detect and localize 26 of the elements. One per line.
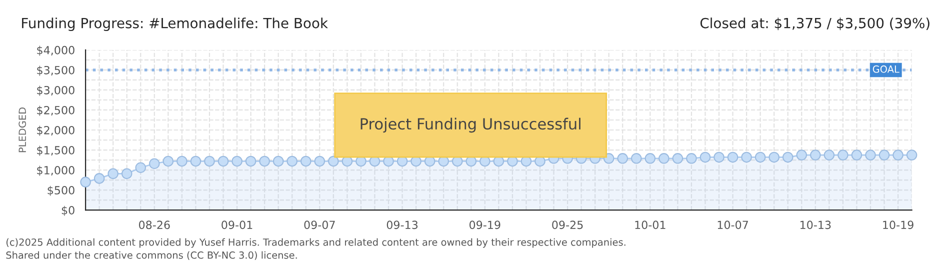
y-tick-label: $2,000: [37, 126, 74, 136]
x-tick-label: 09-01: [222, 220, 252, 230]
y-tick-label: $0: [62, 206, 74, 216]
x-tick-label: 08-26: [138, 220, 170, 230]
x-tick-label: 10-13: [800, 220, 831, 230]
chart-subtitle: Closed at: $1,375 / $3,500 (39%): [700, 18, 930, 30]
ref-line-label: GOAL: [872, 65, 900, 73]
x-tick-label: 09-07: [304, 220, 335, 230]
y-tick-label: $2,500: [37, 106, 74, 116]
y-tick-label: $3,500: [37, 66, 74, 76]
y-tick-label: $1,000: [37, 166, 74, 176]
annotation: Project Funding Unsuccessful: [360, 118, 580, 133]
x-tick-label: 10-01: [635, 220, 666, 230]
y-tick-label: $1,500: [37, 146, 74, 156]
x-tick-label: 09-25: [552, 220, 583, 230]
x-tick-label: 09-19: [469, 220, 500, 230]
y-tick-label: $500: [48, 186, 74, 196]
text: (c)2025 Additional content provided by Yusef Harris. Trademarks and related content are owned by their respective companies.: [6, 238, 626, 248]
x-tick-label: 10-07: [718, 220, 748, 230]
y-tick-label: $3,000: [37, 86, 74, 96]
text: Shared under the creative commons (CC BY-NC 3.0) license.: [6, 251, 297, 260]
y-tick-label: $4,000: [37, 46, 74, 56]
chart-title: Funding Progress: #Lemonadelife: The Book: [22, 18, 328, 32]
y-axis-title: PLEDGED: [18, 108, 26, 152]
x-tick-label: 10-19: [883, 220, 914, 230]
x-tick-label: 09-13: [386, 220, 418, 230]
